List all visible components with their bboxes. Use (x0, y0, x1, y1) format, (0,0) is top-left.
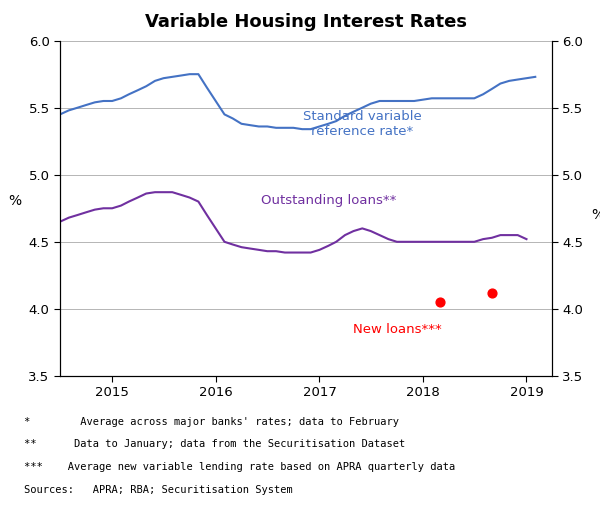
Text: **      Data to January; data from the Securitisation Dataset: ** Data to January; data from the Securi… (24, 439, 405, 450)
Title: Variable Housing Interest Rates: Variable Housing Interest Rates (145, 13, 467, 31)
Text: Sources:   APRA; RBA; Securitisation System: Sources: APRA; RBA; Securitisation Syste… (24, 485, 293, 495)
Y-axis label: %: % (8, 194, 21, 208)
Text: *        Average across major banks' rates; data to February: * Average across major banks' rates; dat… (24, 417, 399, 427)
Text: New loans***: New loans*** (353, 323, 441, 336)
Text: Standard variable
reference rate*: Standard variable reference rate* (303, 110, 422, 138)
Point (435, 298, 445, 306)
Y-axis label: %: % (591, 208, 600, 223)
Text: ***    Average new variable lending rate based on APRA quarterly data: *** Average new variable lending rate ba… (24, 462, 455, 472)
Point (487, 289, 497, 297)
Text: Outstanding loans**: Outstanding loans** (260, 194, 396, 207)
